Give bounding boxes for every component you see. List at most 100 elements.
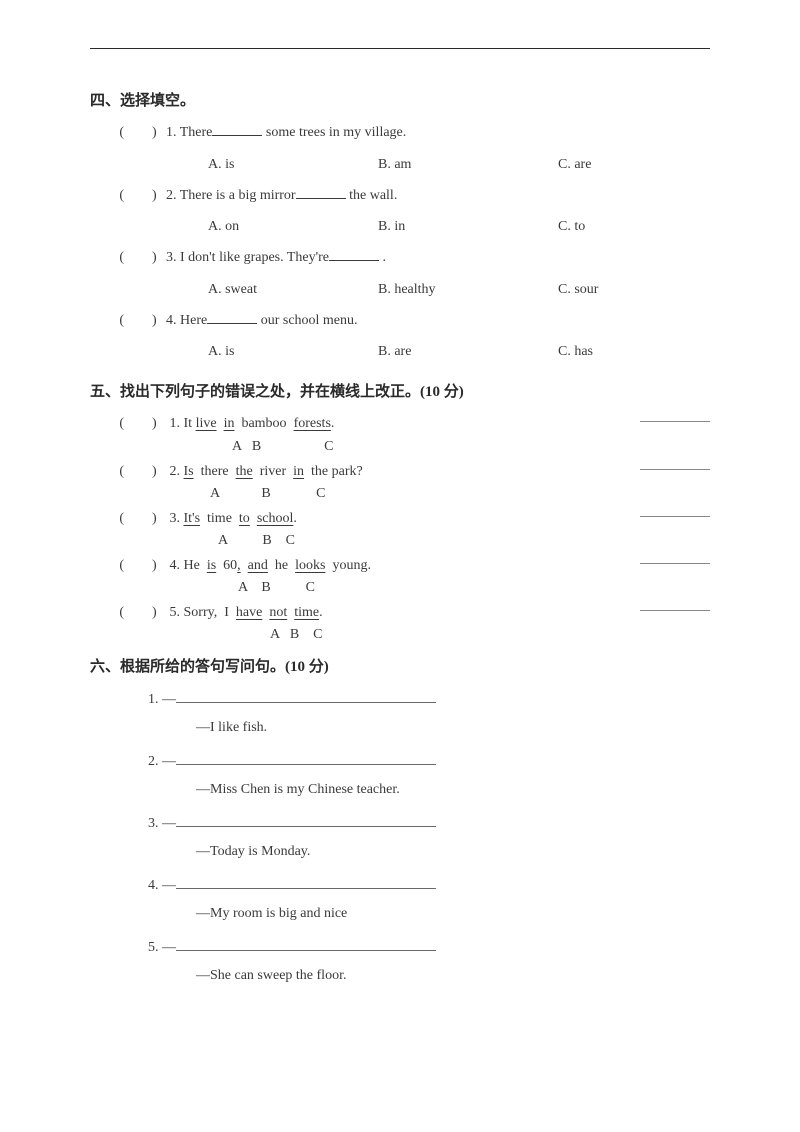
top-rule — [90, 48, 710, 49]
page: 四、选择填空。 ( ) 1. There some trees in my vi… — [0, 0, 800, 1132]
s6-q3: 3. — —Today is Monday. — [148, 810, 710, 866]
section4-body: ( ) 1. There some trees in my village. A… — [110, 120, 710, 366]
blank[interactable] — [207, 311, 257, 324]
s5-q1: ( ) 1. It live in bamboo forests. — [110, 411, 710, 436]
question-blank[interactable] — [176, 752, 436, 765]
paren[interactable]: ( ) — [110, 600, 166, 625]
section4-title: 四、选择填空。 — [90, 89, 710, 110]
abc-marks: A B C — [210, 486, 710, 502]
optA: A. is — [208, 338, 378, 366]
pre: Here — [180, 313, 207, 328]
blank[interactable] — [329, 248, 379, 261]
answer: —Today is Monday. — [196, 838, 710, 866]
s6-q1: 1. — —I like fish. — [148, 686, 710, 742]
sentence: It's time to school. — [184, 511, 297, 526]
pre: There — [180, 125, 213, 140]
stem: 2. There is a big mirror the wall. — [166, 183, 710, 210]
num: 4. — [170, 558, 181, 573]
s6-q2: 2. — —Miss Chen is my Chinese teacher. — [148, 748, 710, 804]
abc-marks: A B C — [232, 439, 710, 455]
answer-blank[interactable] — [640, 411, 710, 422]
abc-marks: A B C — [238, 580, 710, 596]
s4-q2-stem-row: ( ) 2. There is a big mirror the wall. — [110, 183, 710, 210]
num: 2. — [166, 188, 177, 203]
pre: I don't like grapes. They're — [180, 250, 329, 265]
num: 1. — [170, 416, 181, 431]
optB: B. healthy — [378, 276, 558, 304]
post: . — [383, 250, 387, 265]
optC: C. are — [558, 151, 658, 179]
blank[interactable] — [212, 123, 262, 136]
blank[interactable] — [296, 186, 346, 199]
s4-q2-opts: A. on B. in C. to — [208, 213, 710, 241]
answer-blank[interactable] — [640, 553, 710, 564]
s4-q4-opts: A. is B. are C. has — [208, 338, 710, 366]
post: some trees in my village. — [266, 125, 406, 140]
section5-body: ( ) 1. It live in bamboo forests. A B C … — [110, 411, 710, 643]
paren[interactable]: ( ) — [110, 553, 166, 578]
s4-q1-opts: A. is B. am C. are — [208, 151, 710, 179]
s5-q3: ( ) 3. It's time to school. — [110, 506, 710, 531]
post: our school menu. — [261, 313, 358, 328]
answer-blank[interactable] — [640, 600, 710, 611]
paren[interactable]: ( ) — [110, 308, 166, 335]
post: the wall. — [349, 188, 397, 203]
s5-q4: ( ) 4. He is 60, and he looks young. — [110, 553, 710, 578]
optA: A. on — [208, 213, 378, 241]
sentence: Sorry, I have not time. — [184, 605, 323, 620]
section5-title: 五、找出下列句子的错误之处，并在横线上改正。(10 分) — [90, 380, 710, 401]
s5-q2: ( ) 2. Is there the river in the park? — [110, 459, 710, 484]
sentence: Is there the river in the park? — [184, 464, 363, 479]
optB: B. am — [378, 151, 558, 179]
sentence: He is 60, and he looks young. — [184, 558, 371, 573]
answer: —Miss Chen is my Chinese teacher. — [196, 776, 710, 804]
optC: C. sour — [558, 276, 658, 304]
section6-body: 1. — —I like fish. 2. — —Miss Chen is my… — [126, 686, 710, 990]
answer: —My room is big and nice — [196, 900, 710, 928]
abc-marks: A B C — [218, 533, 710, 549]
pre: There is a big mirror — [180, 188, 296, 203]
num: 3. — [166, 250, 177, 265]
stem: 1. There some trees in my village. — [166, 120, 710, 147]
s6-q5: 5. — —She can sweep the floor. — [148, 934, 710, 990]
optA: A. is — [208, 151, 378, 179]
num: 4. — [148, 878, 159, 893]
num: 2. — [148, 754, 159, 769]
section6-title: 六、根据所给的答句写问句。(10 分) — [90, 655, 710, 676]
paren[interactable]: ( ) — [110, 120, 166, 147]
abc-marks: A B C — [270, 627, 710, 643]
sentence: It live in bamboo forests. — [184, 416, 335, 431]
optC: C. has — [558, 338, 658, 366]
s4-q1-stem-row: ( ) 1. There some trees in my village. — [110, 120, 710, 147]
question-blank[interactable] — [176, 814, 436, 827]
paren[interactable]: ( ) — [110, 506, 166, 531]
paren[interactable]: ( ) — [110, 459, 166, 484]
s6-q4: 4. — —My room is big and nice — [148, 872, 710, 928]
num: 1. — [148, 692, 159, 707]
paren[interactable]: ( ) — [110, 183, 166, 210]
optB: B. are — [378, 338, 558, 366]
num: 2. — [170, 464, 181, 479]
s5-q5: ( ) 5. Sorry, I have not time. — [110, 600, 710, 625]
answer: —She can sweep the floor. — [196, 962, 710, 990]
paren[interactable]: ( ) — [110, 245, 166, 272]
s4-q4-stem-row: ( ) 4. Here our school menu. — [110, 308, 710, 335]
s4-q3-opts: A. sweat B. healthy C. sour — [208, 276, 710, 304]
question-blank[interactable] — [176, 876, 436, 889]
stem: 4. Here our school menu. — [166, 308, 710, 335]
answer: —I like fish. — [196, 714, 710, 742]
paren[interactable]: ( ) — [110, 411, 166, 436]
num: 5. — [170, 605, 181, 620]
num: 3. — [148, 816, 159, 831]
optC: C. to — [558, 213, 658, 241]
question-blank[interactable] — [176, 938, 436, 951]
num: 1. — [166, 125, 177, 140]
stem: 3. I don't like grapes. They're . — [166, 245, 710, 272]
answer-blank[interactable] — [640, 459, 710, 470]
num: 4. — [166, 313, 177, 328]
answer-blank[interactable] — [640, 506, 710, 517]
optB: B. in — [378, 213, 558, 241]
num: 3. — [170, 511, 181, 526]
s4-q3-stem-row: ( ) 3. I don't like grapes. They're . — [110, 245, 710, 272]
question-blank[interactable] — [176, 690, 436, 703]
